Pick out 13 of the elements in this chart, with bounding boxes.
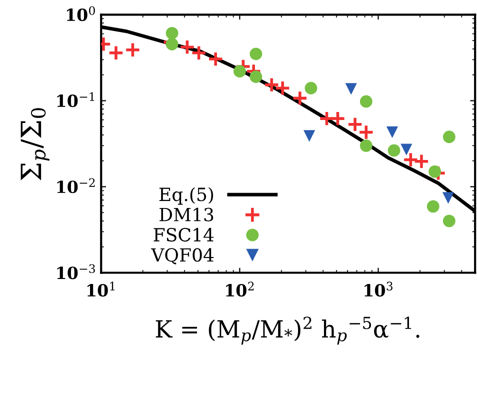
text: K = (M$_{p}$/M$_{*}$)$^{2}$ h$_{p}$$^{−5}$α$^{−1}$. [156, 316, 420, 345]
y-tick-label: 10$^{−3}$ [57, 264, 95, 280]
legend-label: Eq.(5) [159, 187, 214, 205]
x-tick-label: 10$^{1}$ [87, 282, 115, 297]
y-tick-label: 10$^{0}$ [66, 6, 95, 22]
y-axis-title: Σ$_{p}$/Σ$_{0}$ [20, 108, 50, 180]
y-tick-label: 10$^{−1}$ [57, 92, 94, 108]
legend-label: VQF04 [150, 248, 214, 264]
x-tick-label: 10$^{2}$ [226, 282, 254, 297]
legend-label: FSC14 [154, 228, 214, 242]
legend-label: DM13 [160, 208, 214, 222]
y-tick-label: 10$^{−2}$ [57, 178, 95, 194]
x-tick-label: 10$^{3}$ [364, 282, 392, 297]
